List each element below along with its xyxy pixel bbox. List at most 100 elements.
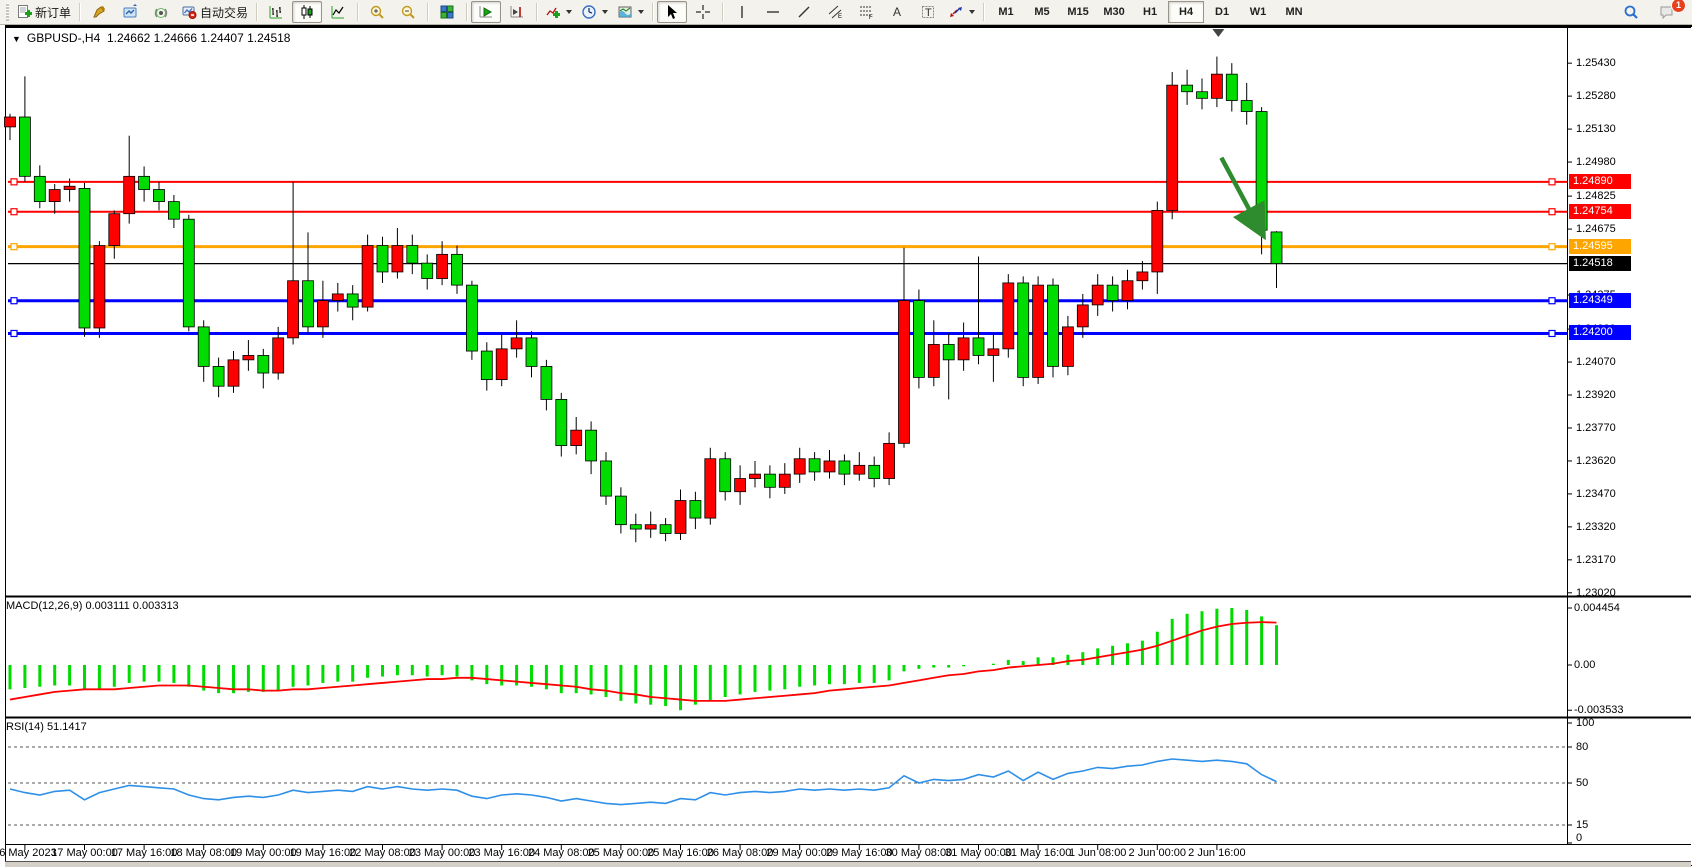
chart-shift-button[interactable]	[502, 1, 532, 23]
macd-signal-value: 0.003313	[132, 600, 179, 612]
publish-chart-icon	[123, 4, 138, 18]
template-icon	[618, 6, 632, 18]
arrows-tool-button[interactable]	[944, 1, 979, 23]
toolbar-grip	[6, 3, 9, 21]
price-tick-label: 1.25430	[1576, 57, 1616, 70]
timeframe-button-h1[interactable]: H1	[1143, 6, 1158, 18]
date-tick-label: 1 Jun 08:00	[1068, 847, 1127, 859]
price-tick-label: 1.24675	[1576, 223, 1616, 236]
hline-price-badge[interactable]: 1.24754	[1569, 203, 1631, 219]
macd-value: 0.003111	[85, 600, 130, 612]
price-tick-label: 1.23020	[1576, 586, 1616, 599]
hline-price-badge[interactable]: 1.24595	[1569, 238, 1631, 254]
fibonacci-icon: F	[860, 6, 873, 20]
toolbar-separator	[466, 3, 468, 21]
timeframe-button-mn[interactable]: MN	[1285, 6, 1303, 18]
svg-text:T: T	[925, 7, 932, 19]
hline-price-badge[interactable]: 1.24349	[1569, 292, 1631, 308]
text-tool-button[interactable]: A	[882, 1, 912, 23]
line-chart-icon	[331, 6, 345, 19]
cursor-icon	[668, 5, 678, 19]
crosshair-tool-button[interactable]	[688, 1, 718, 23]
date-tick-label: 19 May 16:00	[289, 847, 357, 859]
channel-tool-button[interactable]: E	[820, 1, 850, 23]
styler-button[interactable]	[84, 1, 114, 23]
auto-scroll-button[interactable]	[471, 1, 502, 23]
toolbar-separator	[79, 3, 81, 21]
autotrading-label: 自动交易	[200, 5, 249, 20]
horizontal-line-tool-button[interactable]	[758, 1, 788, 23]
timeframe-button-h4[interactable]: H4	[1168, 1, 1205, 23]
date-tick-label: 16 May 2023	[0, 847, 57, 859]
periods-button[interactable]	[577, 1, 612, 23]
bar-chart-button[interactable]	[261, 1, 291, 23]
vertical-line-tool-button[interactable]	[727, 1, 757, 23]
timeframe-button-m30[interactable]: M30	[1103, 6, 1125, 18]
search-button[interactable]	[1616, 1, 1646, 23]
rsi-tick-label: 0	[1576, 832, 1583, 844]
rsi-tick-label: 80	[1576, 741, 1589, 753]
tile-windows-button[interactable]	[432, 1, 462, 23]
autotrading-button[interactable]: 自动交易	[177, 1, 252, 23]
tile-windows-icon	[440, 5, 454, 19]
equidistant-channel-icon: E	[828, 5, 842, 20]
new-order-button[interactable]: 新订单	[12, 1, 75, 23]
date-tick-label: 17 May 00:00	[51, 847, 118, 859]
macd-tick-label: 0.004454	[1574, 601, 1620, 614]
macd-indicator-label: MACD(12,26,9) 0.003111 0.003313	[6, 600, 179, 612]
price-tick-label: 1.24825	[1576, 190, 1616, 203]
notification-badge: 1	[1671, 0, 1686, 13]
search-icon	[1624, 5, 1638, 19]
line-chart-button[interactable]	[323, 1, 353, 23]
date-tick-label: 24 May 08:00	[527, 847, 595, 859]
timeframe-button-w1[interactable]: W1	[1249, 6, 1267, 18]
date-tick-label: 22 May 08:00	[349, 847, 416, 859]
timeframe-button-m5[interactable]: M5	[1034, 6, 1050, 18]
toolbar-separator	[256, 3, 258, 21]
window-bottom-edge	[5, 861, 1691, 867]
arrows-icon	[950, 7, 963, 17]
templates-button[interactable]	[613, 1, 648, 23]
macd-name: MACD(12,26,9)	[6, 600, 83, 612]
toolbar-separator	[357, 3, 359, 21]
horizontal-line-icon	[767, 11, 780, 13]
cursor-tool-button[interactable]	[657, 1, 688, 23]
text-icon: A	[893, 5, 901, 19]
chart-ohlc-values: 1.24662 1.24666 1.24407 1.24518	[106, 31, 291, 45]
hline-price-badge[interactable]: 1.24890	[1569, 173, 1631, 189]
text-label-tool-button[interactable]: T	[913, 1, 943, 23]
notifications-button[interactable]: 1	[1652, 0, 1686, 23]
date-tick-label: 29 May 16:00	[825, 847, 893, 859]
chart-collapse-icon[interactable]: ▼	[12, 34, 21, 44]
candlestick-chart-button[interactable]	[292, 1, 323, 23]
date-tick-label: 26 May 08:00	[706, 847, 774, 859]
zoom-in-button[interactable]	[362, 1, 392, 23]
fibonacci-tool-button[interactable]: F	[851, 1, 881, 23]
text-label-icon: T	[922, 6, 935, 19]
timeframe-button-m15[interactable]: M15	[1067, 6, 1089, 18]
publish-button[interactable]	[115, 1, 145, 23]
zoom-out-button[interactable]	[393, 1, 423, 23]
timeframe-button-m1[interactable]: M1	[998, 6, 1014, 18]
date-tick-label: 23 May 00:00	[408, 847, 476, 859]
price-tick-label: 1.25130	[1576, 123, 1616, 136]
date-tick-label: 19 May 00:00	[229, 847, 297, 859]
bid-price-badge: 1.24518	[1569, 255, 1631, 271]
indicators-button[interactable]	[541, 1, 576, 23]
macd-tick-label: -0.003533	[1574, 704, 1624, 717]
chart-window	[5, 25, 1692, 866]
price-tick-label: 1.24980	[1576, 156, 1616, 169]
zoom-in-icon	[370, 5, 384, 19]
timeframe-button-d1[interactable]: D1	[1215, 6, 1230, 18]
rsi-name: RSI(14)	[6, 721, 44, 733]
trendline-tool-button[interactable]	[789, 1, 819, 23]
bar-chart-icon	[269, 6, 283, 19]
date-tick-label: 31 May 00:00	[945, 847, 1012, 859]
dropdown-arrow-icon	[566, 10, 573, 14]
hline-price-badge[interactable]: 1.24200	[1569, 325, 1631, 341]
price-tick-label: 1.23320	[1576, 520, 1616, 533]
price-tick-label: 1.23920	[1576, 389, 1616, 401]
rsi-tick-label: 50	[1576, 777, 1589, 789]
new-order-icon	[18, 5, 32, 18]
signals-button[interactable]	[146, 1, 176, 23]
